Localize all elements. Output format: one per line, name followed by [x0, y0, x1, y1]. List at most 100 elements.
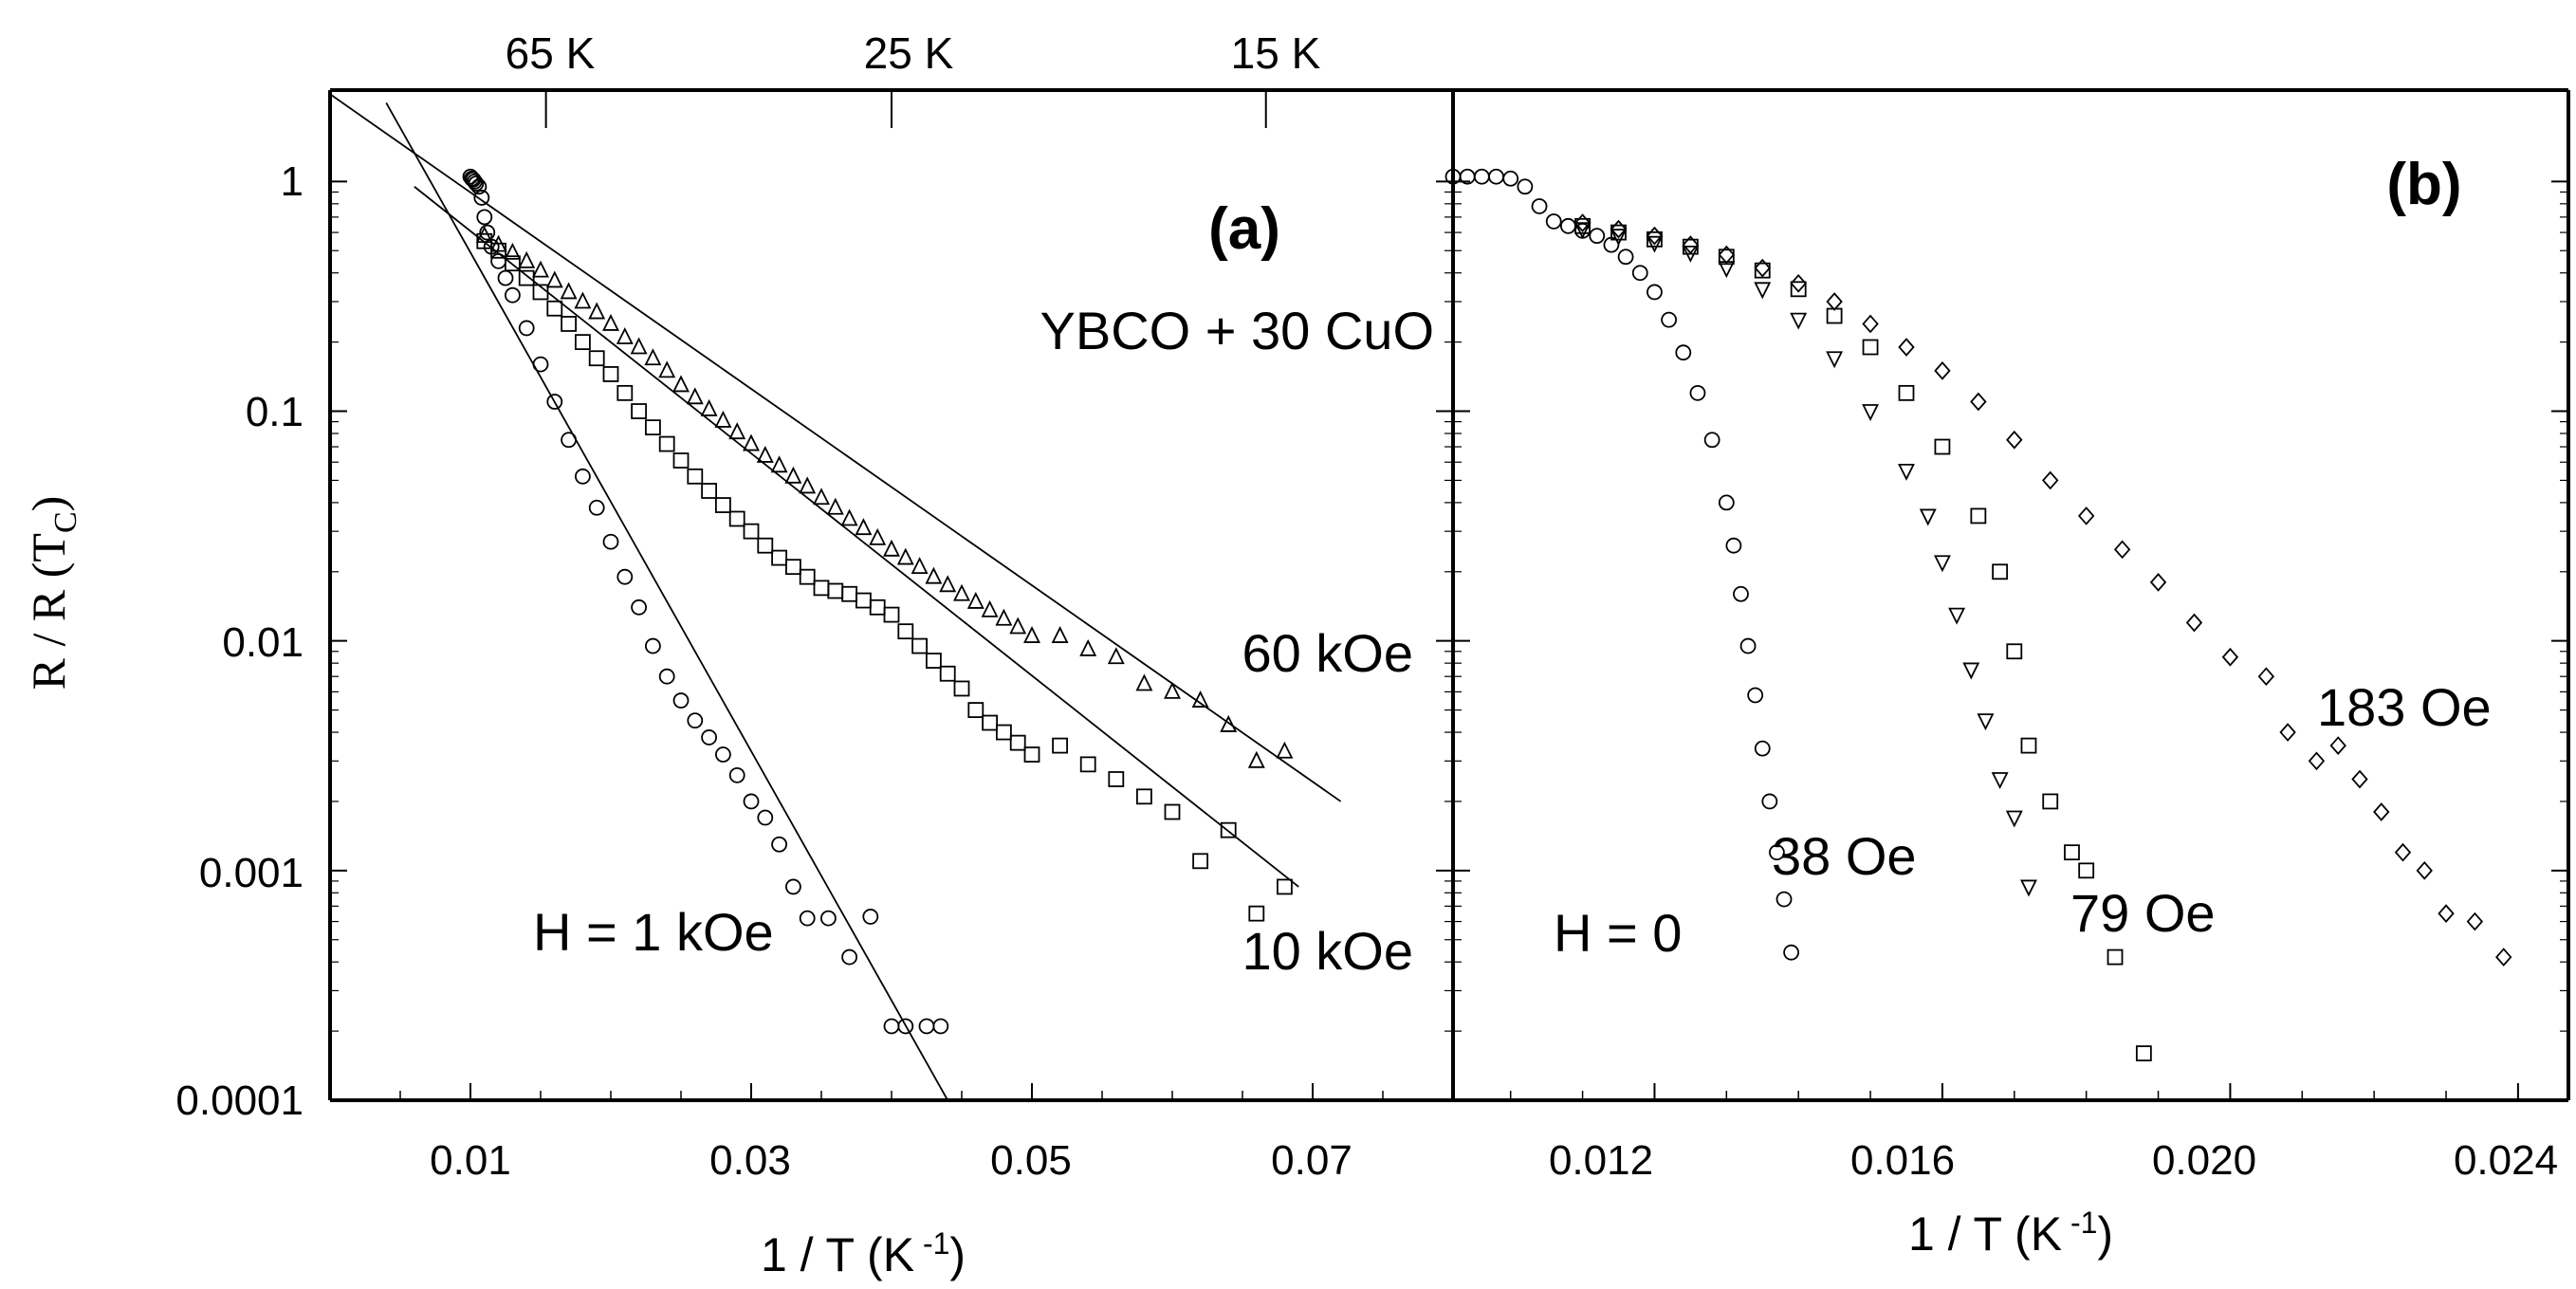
data-point-triangle: [728, 422, 746, 440]
data-point-square: [1108, 771, 1125, 787]
data-point-triangle-down: [1977, 713, 1995, 731]
data-point-circle: [1739, 637, 1757, 654]
data-point-triangle: [1051, 626, 1069, 643]
data-point-triangle: [602, 313, 619, 331]
data-point-triangle: [545, 270, 563, 288]
data-point-square: [575, 334, 591, 351]
data-point-circle: [1531, 198, 1548, 214]
data-point-circle: [785, 878, 801, 895]
data-point-triangle: [1276, 741, 1294, 759]
data-point-diamond: [1898, 338, 1915, 357]
data-point-triangle-down: [1826, 351, 1844, 369]
data-point-square: [1248, 905, 1265, 922]
data-point-square: [658, 435, 675, 452]
data-point-square: [1023, 746, 1040, 763]
data-point-triangle: [966, 591, 984, 609]
data-point-diamond: [2185, 613, 2203, 633]
data-point-diamond: [2495, 948, 2512, 967]
data-point-square: [757, 537, 774, 554]
y-tick-label: 1: [281, 158, 304, 205]
data-point-triangle: [489, 234, 507, 252]
data-point-triangle-down: [1862, 404, 1880, 422]
data-point-circle: [1488, 168, 1504, 185]
data-point-circle: [728, 766, 745, 783]
data-point-diamond: [2042, 470, 2059, 490]
data-point-circle: [918, 1018, 935, 1035]
data-point-triangle: [644, 348, 662, 366]
data-point-circle: [1761, 793, 1778, 810]
data-point-circle: [1502, 170, 1519, 187]
data-point-circle: [862, 909, 879, 925]
data-point-circle: [1783, 944, 1799, 961]
data-point-square: [645, 419, 661, 436]
x-tick-label: 0.024: [2454, 1137, 2558, 1184]
data-point-circle: [479, 224, 496, 241]
data-point-circle: [932, 1018, 949, 1035]
data-point-square: [505, 255, 521, 272]
data-point-circle: [687, 712, 704, 729]
data-point-circle: [1661, 311, 1678, 328]
x-tick-label: 0.07: [1271, 1137, 1352, 1184]
series-label-10koe: 10 kOe: [1242, 921, 1413, 981]
data-point-triangle: [981, 599, 999, 617]
x-axis-title-b: 1 / T (K -1): [1908, 1206, 2113, 1261]
data-point-triangle: [574, 291, 592, 309]
data-point-triangle: [770, 455, 788, 473]
data-point-triangle: [588, 302, 606, 320]
data-point-square: [2135, 1045, 2152, 1061]
data-point-circle: [1617, 249, 1634, 266]
data-point-diamond: [1826, 292, 1843, 311]
data-point-circle: [672, 692, 690, 709]
data-point-triangle: [672, 375, 690, 393]
data-point-triangle: [1023, 626, 1040, 643]
title-annotation: YBCO + 30 CuO: [1040, 301, 1434, 360]
data-point-diamond: [1970, 392, 1987, 412]
top-tick-label: 65 K: [506, 28, 596, 78]
data-point-square: [2006, 643, 2023, 660]
data-point-circle: [743, 793, 760, 810]
data-point-circle: [658, 668, 675, 685]
data-point-diamond: [2416, 860, 2433, 880]
data-point-circle: [467, 173, 483, 190]
data-point-triangle: [560, 282, 578, 300]
data-point-triangle: [995, 608, 1013, 626]
data-point-circle: [1754, 740, 1771, 757]
data-point-diamond: [2308, 751, 2326, 771]
data-point-triangle: [1135, 673, 1153, 691]
data-point-triangle: [630, 337, 648, 355]
data-point-square: [1934, 438, 1951, 455]
data-point-triangle: [826, 497, 844, 515]
data-point-circle: [645, 637, 661, 654]
data-point-square: [1220, 821, 1237, 838]
x-tick-label: 0.01: [430, 1137, 511, 1184]
data-point-circle: [490, 252, 506, 269]
data-point-circle: [841, 948, 857, 966]
data-point-square: [813, 580, 830, 597]
data-point-square: [841, 585, 857, 602]
data-point-square: [2042, 793, 2059, 810]
data-point-square: [953, 680, 970, 697]
y-tick-labels: 1 0.1 0.01 0.001 0.0001: [175, 158, 304, 1124]
data-point-circle: [701, 729, 717, 746]
data-point-circle: [546, 394, 563, 410]
data-point-circle: [470, 178, 488, 195]
data-point-diamond: [1646, 226, 1664, 246]
data-point-square: [967, 702, 984, 718]
data-point-circle: [476, 209, 493, 226]
data-point-circle: [468, 175, 485, 192]
data-point-triangle: [1220, 714, 1238, 732]
data-point-triangle: [1191, 691, 1209, 708]
data-point-triangle-down: [1933, 555, 1951, 573]
data-point-square: [546, 300, 563, 317]
data-point-circle: [1776, 891, 1793, 908]
data-point-square: [1574, 217, 1591, 234]
data-point-square: [687, 468, 704, 485]
y-tick-label: 0.0001: [175, 1077, 304, 1124]
data-point-triangle: [1107, 647, 1125, 665]
data-point-triangle-down: [1646, 235, 1664, 253]
y-axis-title: R / R (TC): [22, 496, 83, 691]
data-point-triangle: [1079, 638, 1097, 656]
data-point-diamond: [2279, 723, 2296, 742]
data-point-triangle: [799, 476, 817, 494]
data-point-square: [1164, 803, 1181, 820]
